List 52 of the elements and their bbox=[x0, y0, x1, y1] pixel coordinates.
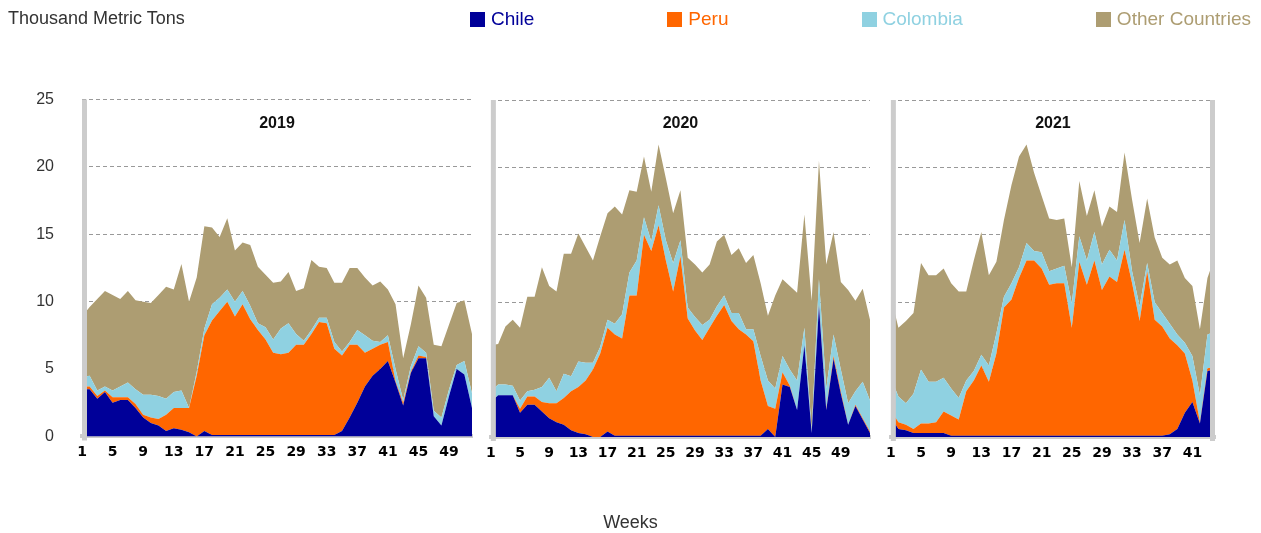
x-tick-label: 21 bbox=[626, 444, 647, 461]
x-tick-label: 37 bbox=[743, 444, 764, 461]
y-tick-label: 15 bbox=[36, 225, 55, 243]
x-tick-label: 41 bbox=[1182, 444, 1203, 461]
x-tick-label: 21 bbox=[225, 443, 245, 460]
x-axis-title: Weeks bbox=[602, 512, 659, 533]
text: 2020 bbox=[662, 114, 699, 132]
legend-label: Colombia bbox=[882, 8, 963, 30]
y-tick-label: 25 bbox=[36, 90, 55, 108]
x-tick-label: 33 bbox=[714, 444, 734, 461]
legend-label: Other Countries bbox=[1116, 8, 1251, 30]
legend-label: Chile bbox=[491, 8, 535, 30]
x-tick-label: 17 bbox=[194, 443, 215, 460]
x-tick-label: 1 bbox=[77, 443, 87, 460]
x-tick-label: 21 bbox=[1031, 444, 1052, 461]
text: 2021 bbox=[1035, 114, 1071, 132]
y-tick-label: 10 bbox=[36, 292, 55, 310]
y-axis-title: Thousand Metric Tons bbox=[8, 8, 185, 29]
x-tick-label: 9 bbox=[544, 444, 555, 461]
x-tick-label: 13 bbox=[164, 443, 184, 460]
x-tick-label: 5 bbox=[916, 444, 926, 461]
x-tick-label: 13 bbox=[568, 444, 589, 461]
x-tick-label: 29 bbox=[685, 444, 705, 461]
x-tick-label: 5 bbox=[515, 444, 525, 461]
x-tick-label: 17 bbox=[597, 444, 618, 461]
x-tick-label: 29 bbox=[1092, 444, 1112, 461]
x-tick-label: 33 bbox=[1122, 444, 1142, 461]
x-tick-label: 25 bbox=[1062, 444, 1082, 461]
x-tick-label: 45 bbox=[408, 443, 429, 460]
x-tick-label: 25 bbox=[656, 444, 676, 461]
x-tick-label: 1 bbox=[486, 444, 496, 461]
x-tick-label: 37 bbox=[347, 443, 368, 460]
text: 2019 bbox=[259, 113, 295, 132]
x-tick-label: 49 bbox=[831, 444, 851, 461]
x-tick-label: 9 bbox=[138, 443, 149, 460]
x-tick-label: 37 bbox=[1152, 444, 1172, 461]
x-tick-label: 17 bbox=[1001, 444, 1022, 461]
x-tick-label: 9 bbox=[946, 444, 957, 461]
x-tick-label: 5 bbox=[107, 443, 118, 460]
y-tick-label: 20 bbox=[36, 157, 55, 175]
x-tick-label: 13 bbox=[971, 444, 992, 461]
x-tick-label: 49 bbox=[439, 443, 459, 460]
x-tick-label: 25 bbox=[255, 443, 276, 460]
x-tick-label: 45 bbox=[801, 444, 822, 461]
x-tick-label: 33 bbox=[316, 443, 337, 460]
x-tick-label: 29 bbox=[286, 443, 306, 460]
legend-label: Peru bbox=[688, 8, 729, 30]
x-tick-label: 41 bbox=[378, 443, 398, 460]
x-tick-label: 1 bbox=[886, 444, 896, 461]
y-tick-label: 0 bbox=[45, 427, 55, 445]
x-tick-label: 41 bbox=[772, 444, 793, 461]
y-tick-label: 5 bbox=[45, 359, 55, 377]
